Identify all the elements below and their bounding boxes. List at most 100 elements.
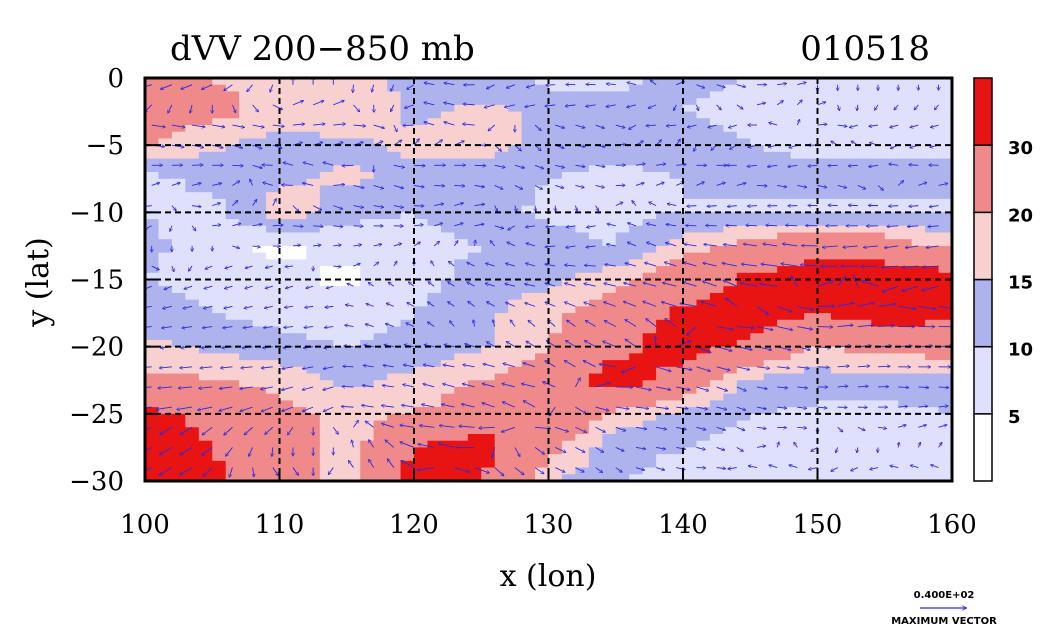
- field-cell: [656, 339, 671, 348]
- field-cell: [777, 460, 792, 469]
- wind-vector: [676, 426, 686, 429]
- field-cell: [387, 366, 402, 375]
- field-cell: [884, 292, 899, 301]
- field-cell: [709, 454, 724, 462]
- field-cell: [508, 454, 523, 462]
- field-cell: [387, 319, 402, 328]
- field-cell: [804, 460, 819, 469]
- field-cell: [266, 205, 281, 213]
- field-cell: [925, 158, 940, 166]
- wind-vector: [468, 301, 475, 307]
- field-cell: [521, 326, 536, 334]
- field-cell: [145, 205, 160, 213]
- field-cell: [817, 380, 832, 388]
- field-cell: [938, 272, 952, 281]
- field-cell: [629, 427, 644, 435]
- field-cell: [387, 178, 402, 187]
- field-cell: [588, 252, 603, 260]
- field-cell: [857, 239, 872, 247]
- field-cell: [857, 447, 872, 455]
- field-cell: [440, 225, 455, 234]
- field-cell: [615, 373, 630, 381]
- field-cell: [185, 98, 200, 106]
- field-cell: [212, 78, 227, 86]
- field-cell: [696, 306, 711, 314]
- field-cell: [508, 440, 523, 449]
- field-cell: [777, 272, 792, 281]
- field-cell: [656, 138, 671, 146]
- field-cell: [575, 84, 590, 93]
- wind-vector: [736, 426, 745, 430]
- field-cell: [696, 145, 711, 153]
- field-cell: [709, 326, 724, 334]
- field-cell: [575, 380, 590, 388]
- field-cell: [615, 192, 630, 200]
- field-cell: [777, 353, 792, 361]
- field-cell: [508, 400, 523, 408]
- field-cell: [898, 272, 913, 281]
- wind-vector: [766, 225, 778, 226]
- field-cell: [145, 360, 160, 368]
- field-cell: [790, 192, 805, 200]
- wind-vector: [465, 344, 475, 348]
- field-cell: [266, 104, 281, 113]
- field-cell: [615, 266, 630, 274]
- field-cell: [750, 145, 765, 153]
- field-cell: [387, 454, 402, 462]
- field-cell: [387, 158, 402, 166]
- field-cell: [884, 286, 899, 294]
- field-cell: [306, 400, 321, 408]
- wind-vector: [716, 406, 727, 409]
- field-cell: [669, 151, 684, 160]
- field-cell: [145, 440, 160, 449]
- field-cell: [333, 346, 348, 354]
- field-cell: [817, 239, 832, 247]
- field-cell: [360, 172, 375, 180]
- field-cell: [615, 433, 630, 442]
- field-cell: [938, 219, 952, 227]
- field-cell: [266, 366, 281, 375]
- field-cell: [521, 185, 536, 193]
- field-cell: [306, 306, 321, 314]
- wind-vector: [875, 104, 879, 110]
- wind-vector: [373, 124, 385, 128]
- wind-vector: [420, 426, 435, 428]
- field-cell: [494, 380, 509, 388]
- field-cell: [333, 172, 348, 180]
- field-cell: [225, 319, 240, 328]
- wind-vector: [386, 303, 394, 307]
- field-cell: [239, 232, 254, 240]
- field-cell: [239, 313, 254, 321]
- field-cell: [198, 239, 213, 247]
- field-cell: [400, 104, 415, 113]
- wind-vector: [836, 447, 838, 452]
- field-cell: [239, 91, 254, 99]
- field-cell: [400, 252, 415, 260]
- field-cell: [279, 306, 294, 314]
- field-cell: [575, 420, 590, 428]
- field-cell: [817, 131, 832, 140]
- field-cell: [669, 346, 684, 354]
- wind-vector: [212, 183, 221, 186]
- field-cell: [494, 353, 509, 361]
- field-cell: [414, 373, 429, 381]
- field-cell: [884, 178, 899, 187]
- field-cell: [319, 245, 334, 254]
- field-cell: [938, 299, 952, 307]
- field-cell: [683, 151, 698, 160]
- wind-vector: [323, 366, 334, 369]
- field-cell: [427, 313, 442, 321]
- field-cell: [871, 407, 886, 415]
- field-cell: [279, 407, 294, 415]
- field-cell: [198, 185, 213, 193]
- field-cell: [777, 380, 792, 388]
- field-cell: [535, 427, 550, 435]
- field-cell: [938, 279, 952, 287]
- field-cell: [387, 353, 402, 361]
- field-cell: [817, 366, 832, 375]
- field-cell: [602, 360, 617, 368]
- field-cell: [763, 454, 778, 462]
- field-cell: [171, 158, 186, 166]
- field-cell: [683, 380, 698, 388]
- field-cell: [158, 299, 173, 307]
